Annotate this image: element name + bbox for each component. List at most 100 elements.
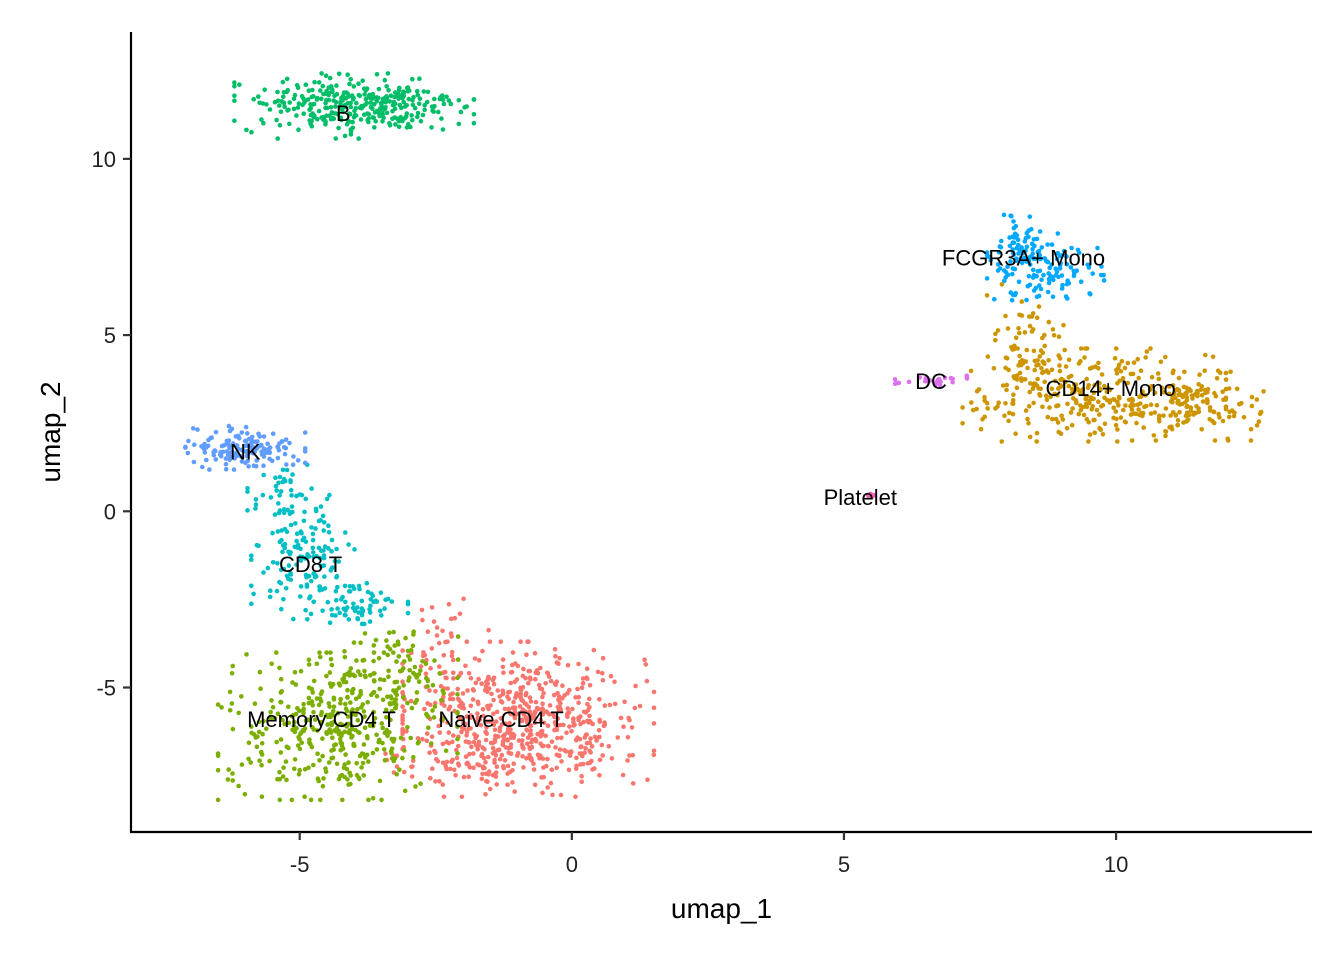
data-point	[627, 717, 632, 723]
data-point	[1078, 359, 1083, 364]
data-point	[1078, 407, 1084, 413]
data-point	[238, 454, 244, 459]
data-point	[1099, 404, 1104, 409]
data-point	[1019, 246, 1024, 251]
data-point	[352, 108, 357, 114]
data-point	[561, 722, 566, 728]
data-point	[404, 728, 409, 734]
data-point	[433, 779, 438, 784]
data-point	[532, 782, 538, 788]
data-point	[1234, 386, 1240, 392]
data-point	[1044, 258, 1049, 264]
data-point	[348, 77, 354, 82]
data-point	[492, 757, 497, 763]
data-point	[1089, 407, 1094, 412]
data-point	[1046, 358, 1051, 363]
data-point	[644, 678, 650, 684]
data-point	[984, 276, 990, 281]
data-point	[446, 98, 452, 103]
data-point	[231, 467, 237, 472]
data-point	[1188, 388, 1193, 394]
data-point	[1022, 330, 1028, 335]
data-point	[1159, 385, 1165, 391]
data-point	[274, 117, 279, 123]
data-point	[251, 591, 256, 597]
data-point	[1078, 403, 1083, 408]
data-point	[1226, 386, 1232, 391]
data-point	[398, 735, 404, 741]
data-point	[637, 703, 643, 709]
data-point	[290, 712, 296, 718]
data-point	[1200, 399, 1206, 404]
data-point	[346, 760, 351, 765]
data-point	[459, 700, 464, 706]
data-point	[540, 694, 545, 700]
data-point	[540, 706, 545, 711]
data-point	[320, 783, 326, 789]
data-point	[574, 755, 579, 761]
data-point	[396, 654, 402, 659]
data-point	[540, 732, 545, 737]
data-point	[232, 98, 237, 103]
data-point	[1149, 374, 1155, 380]
data-point	[464, 733, 469, 738]
data-point	[645, 777, 650, 782]
data-point	[525, 735, 531, 741]
data-point	[1254, 397, 1260, 402]
data-point	[408, 124, 413, 130]
data-point	[457, 611, 463, 617]
data-point	[422, 107, 428, 113]
data-point	[425, 89, 431, 95]
data-point	[1112, 356, 1118, 361]
data-point	[329, 662, 335, 668]
data-point	[1199, 427, 1204, 432]
series-naive-cd4-t	[383, 596, 657, 800]
data-point	[1125, 380, 1131, 386]
data-point	[1143, 355, 1148, 360]
data-point	[1140, 389, 1145, 394]
data-point	[1055, 403, 1061, 408]
data-point	[424, 731, 430, 736]
data-point	[276, 501, 281, 506]
data-point	[1057, 253, 1063, 259]
data-point	[342, 102, 348, 108]
data-point	[533, 709, 538, 715]
data-point	[1034, 363, 1039, 368]
data-point	[314, 97, 320, 102]
data-point	[1019, 313, 1025, 318]
data-point	[1060, 417, 1066, 422]
data-point	[227, 454, 233, 460]
data-point	[315, 728, 320, 733]
data-point	[630, 781, 636, 786]
data-point	[532, 650, 538, 656]
data-point	[286, 107, 291, 113]
data-point	[580, 676, 586, 681]
data-point	[348, 666, 354, 671]
data-point	[347, 770, 352, 776]
data-point	[269, 698, 274, 703]
data-point	[480, 706, 486, 712]
data-point	[303, 496, 309, 502]
data-point	[391, 629, 396, 635]
data-point	[1024, 244, 1030, 250]
data-point	[493, 774, 499, 779]
data-point	[507, 711, 513, 716]
data-point	[320, 753, 325, 759]
data-point	[566, 710, 572, 715]
data-point	[309, 486, 314, 491]
data-point	[260, 492, 266, 498]
data-point	[545, 743, 551, 749]
data-point	[1074, 268, 1079, 274]
data-point	[524, 756, 529, 761]
data-point	[338, 696, 343, 702]
data-point	[357, 93, 363, 99]
data-point	[376, 86, 382, 92]
data-point	[1062, 347, 1067, 353]
data-point	[345, 72, 351, 77]
data-point	[1093, 364, 1098, 369]
data-point	[577, 751, 583, 756]
data-point	[1257, 411, 1263, 417]
data-point	[462, 105, 467, 110]
data-point	[332, 558, 338, 564]
data-point	[589, 744, 595, 749]
